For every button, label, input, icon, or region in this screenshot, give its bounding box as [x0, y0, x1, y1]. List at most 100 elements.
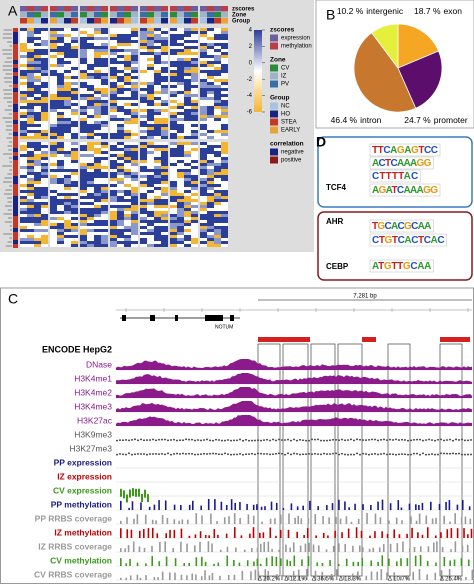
signal-bar [138, 488, 140, 497]
heatmap-cell [207, 157, 214, 160]
heatmap-cell [200, 46, 207, 49]
heatmap-cell [131, 184, 138, 187]
heatmap-cell [140, 115, 147, 118]
heatmap-cell [101, 97, 108, 100]
heatmap-cell [200, 91, 207, 94]
signal-bar [377, 561, 379, 566]
annotation-cell [177, 18, 184, 24]
heatmap-cell [50, 34, 57, 37]
annotation-cell [34, 18, 41, 24]
signal-bar [401, 453, 403, 455]
signal-bar [260, 439, 262, 442]
signal-bar [187, 519, 189, 524]
signal-bar [126, 517, 128, 524]
heatmap-cell [57, 115, 64, 118]
signal-bar [284, 439, 286, 441]
signal-bar [449, 560, 451, 566]
heatmap-cell [20, 226, 27, 229]
heatmap-cell [27, 31, 34, 34]
motif-logo: AGATCAAAGG [372, 185, 438, 196]
heatmap-cell [20, 241, 27, 244]
heatmap-cell [101, 244, 108, 247]
signal-bar [167, 452, 169, 455]
track-label: H3K4me1 [74, 373, 112, 383]
heatmap-cell [71, 109, 78, 112]
correlation-cell [13, 240, 18, 244]
heatmap-cell [110, 130, 117, 133]
heatmap-cell [41, 100, 48, 103]
heatmap-cell [200, 112, 207, 115]
heatmap-cell [20, 136, 27, 139]
heatmap-cell [64, 196, 71, 199]
heatmap-cell [161, 124, 168, 127]
signal-bar [299, 545, 302, 552]
heatmap-cell [117, 142, 124, 145]
heatmap-cell [131, 58, 138, 61]
heatmap-cell [177, 163, 184, 166]
heatmap-cell [117, 181, 124, 184]
annotation-cell [27, 6, 34, 12]
heatmap-cell [50, 235, 57, 238]
heatmap-cell [101, 124, 108, 127]
heatmap-cell [147, 121, 154, 124]
heatmap-cell [154, 58, 161, 61]
signal-bar [389, 438, 391, 441]
heatmap-cell [184, 184, 191, 187]
heatmap-cell [101, 184, 108, 187]
signal-bar [469, 518, 472, 524]
legend-title: zscores [270, 27, 295, 34]
heatmap-cell [191, 154, 198, 157]
signal-bar [276, 574, 278, 580]
correlation-cell [13, 100, 18, 104]
heatmap-cell [34, 244, 41, 247]
heatmap-cell [221, 43, 228, 46]
signal-bar [208, 535, 210, 538]
heatmap-cell [20, 121, 27, 124]
motif-factor: TCF4 [326, 183, 347, 192]
heatmap-cell [161, 91, 168, 94]
legend-swatch [270, 72, 278, 80]
heatmap-cell [154, 211, 161, 214]
heatmap-cell [140, 67, 147, 70]
heatmap-cell [20, 97, 27, 100]
heatmap-cell [170, 88, 177, 91]
heatmap-cell [20, 82, 27, 85]
signal-bar [194, 534, 197, 538]
heatmap-cell [131, 169, 138, 172]
track-label: PP expression [54, 457, 112, 467]
heatmap-cell [50, 238, 57, 241]
heatmap-cell [200, 235, 207, 238]
heatmap-cell [34, 103, 41, 106]
signal-bar [296, 439, 298, 442]
heatmap-cell [161, 70, 168, 73]
heatmap-cell [170, 46, 177, 49]
heatmap-cell [214, 67, 221, 70]
signal-bar [449, 521, 451, 524]
signal-bar [302, 439, 304, 441]
heatmap-cell [80, 151, 87, 154]
heatmap-cell [80, 178, 87, 181]
heatmap-cell [101, 145, 108, 148]
heatmap-cell [221, 109, 228, 112]
motif-logo: TTCAGAGTCC [372, 145, 438, 156]
legend-label: IZ [281, 74, 287, 80]
heatmap-cell [221, 124, 228, 127]
correlation-cell [13, 164, 18, 168]
signal-bar [413, 452, 415, 455]
signal-bar [233, 574, 236, 580]
heatmap-cell [87, 112, 94, 115]
signal-bar [368, 439, 370, 441]
signal-bar [419, 438, 421, 441]
heatmap-cell [184, 112, 191, 115]
heatmap-cell [110, 121, 117, 124]
heatmap-cell [94, 58, 101, 61]
pie-label: 46.4 % intron [331, 115, 382, 125]
heatmap-cell [131, 127, 138, 130]
heatmap-cell [20, 232, 27, 235]
annotation-cell [140, 6, 147, 12]
heatmap-cell [214, 40, 221, 43]
heatmap-cell [57, 163, 64, 166]
heatmap-cell [80, 145, 87, 148]
signal-bar [410, 516, 412, 524]
heatmap-cell [147, 52, 154, 55]
